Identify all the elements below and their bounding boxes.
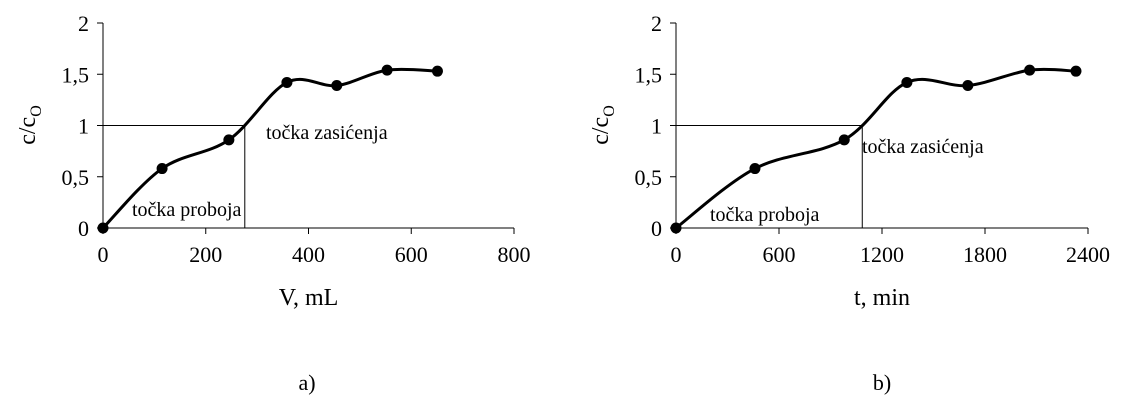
- chart-a-y-tick-label: 1,5: [62, 62, 90, 87]
- chart-a-x-tick-label: 400: [292, 242, 325, 267]
- chart-a-saturation-label: točka zasićenja: [266, 122, 388, 144]
- chart-b-x-axis-label: t, min: [854, 285, 910, 311]
- chart-a-panel-label: a): [298, 370, 315, 395]
- chart-b-data-point: [962, 80, 974, 92]
- chart-b-x-tick-label: 2400: [1066, 242, 1110, 267]
- chart-a-x-tick-label: 0: [98, 242, 109, 267]
- chart-a-data-point: [381, 64, 393, 76]
- chart-b-data-point: [670, 222, 682, 234]
- chart-a-data-point: [223, 134, 235, 146]
- chart-a-y-axis-label: c/cO: [15, 105, 45, 145]
- chart-b-y-axis-label-sub: O: [601, 105, 618, 117]
- chart-b-x-tick-label: 600: [763, 242, 796, 267]
- chart-a-x-tick-label: 800: [498, 242, 531, 267]
- chart-b-data-point: [838, 134, 850, 146]
- chart-b-x-tick-label: 0: [671, 242, 682, 267]
- chart-b-y-tick-label: 2: [651, 11, 662, 36]
- chart-a-x-tick-label: 200: [189, 242, 222, 267]
- chart-b-breakthrough-label: točka proboja: [710, 204, 820, 226]
- chart-a-y-tick-label: 1: [78, 114, 89, 139]
- chart-a-breakthrough-label: točka proboja: [132, 199, 242, 221]
- chart-a-y-tick-label: 2: [78, 11, 89, 36]
- chart-b-y-tick-label: 1: [651, 114, 662, 139]
- chart-b-data-point: [1070, 65, 1082, 77]
- chart-a-y-axis-label-main: c/c: [15, 117, 41, 145]
- chart-b-x-tick-label: 1800: [963, 242, 1007, 267]
- chart-a-data-point: [431, 65, 443, 77]
- chart-a-data-point: [331, 80, 343, 92]
- chart-b-y-axis-label: c/cO: [588, 105, 618, 145]
- chart-b-y-tick-label: 0,5: [635, 165, 663, 190]
- chart-b-saturation-label: točka zasićenja: [862, 136, 984, 158]
- chart-a-data-point: [97, 222, 109, 234]
- chart-a-y-axis-label-sub: O: [28, 105, 45, 117]
- chart-b-data-point: [749, 163, 761, 175]
- chart-b-x-tick-label: 1200: [860, 242, 904, 267]
- chart-a-data-point: [156, 163, 168, 175]
- chart-b-data-point: [1024, 64, 1036, 76]
- chart-a-y-tick-label: 0,5: [62, 165, 90, 190]
- chart-a-data-point: [281, 76, 293, 88]
- chart-a-y-tick-label: 0: [78, 216, 89, 241]
- chart-b-panel-label: b): [873, 370, 891, 395]
- chart-a-x-axis-label: V, mL: [279, 285, 339, 311]
- chart-b-y-tick-label: 0: [651, 216, 662, 241]
- chart-b-y-axis-label-main: c/c: [588, 117, 614, 145]
- chart-a-x-tick-label: 600: [395, 242, 428, 267]
- chart-b-data-point: [901, 76, 913, 88]
- chart-b-y-tick-label: 1,5: [635, 62, 663, 87]
